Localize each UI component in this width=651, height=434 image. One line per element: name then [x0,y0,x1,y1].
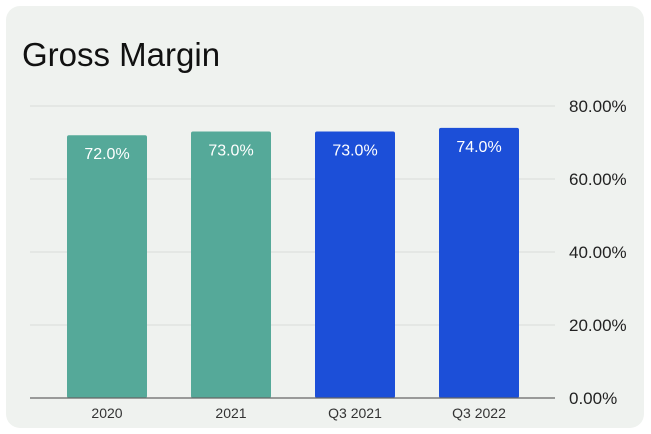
x-category-label: Q3 2022 [452,405,506,421]
bar [439,127,519,399]
bar [191,131,271,399]
y-tick-label: 60.00% [569,170,627,189]
bar [315,131,395,399]
y-tick-label: 40.00% [569,243,627,262]
bar-data-label: 74.0% [456,139,501,156]
y-tick-label: 20.00% [569,316,627,335]
bar-data-label: 73.0% [332,143,377,160]
x-axis-category-labels: 2020 2021 Q3 2021 Q3 2022 [91,405,506,421]
bar-data-labels: 72.0% 73.0% 73.0% 74.0% [84,139,501,163]
x-category-label: 2021 [215,405,246,421]
y-tick-label: 0.00% [569,389,617,408]
bar [67,135,147,398]
y-axis-tick-labels: 0.00% 20.00% 40.00% 60.00% 80.00% [569,97,627,408]
bar-data-label: 73.0% [208,143,253,160]
bars [67,127,519,399]
y-tick-label: 80.00% [569,97,627,116]
x-category-label: Q3 2021 [328,405,382,421]
chart-title: Gross Margin [22,36,221,73]
x-category-label: 2020 [91,405,122,421]
bar-data-label: 72.0% [84,146,129,163]
